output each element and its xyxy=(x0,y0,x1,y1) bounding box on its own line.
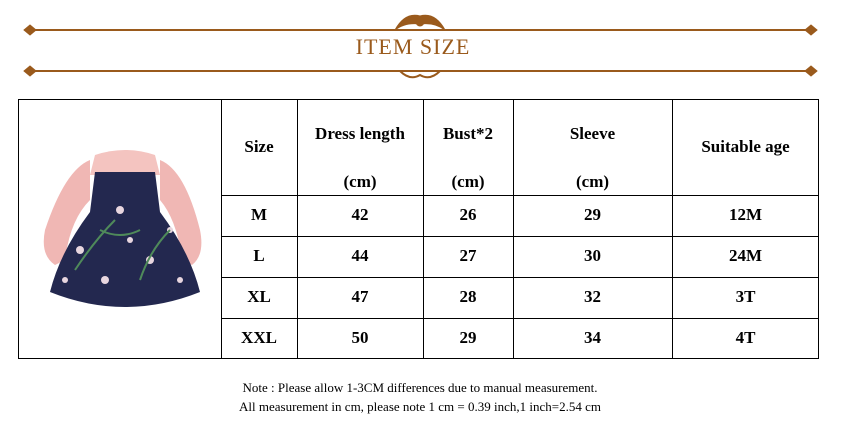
column-unit: (cm) xyxy=(343,172,376,191)
table-cell: 44 xyxy=(352,246,370,265)
table-cell: M xyxy=(251,205,267,224)
column-header: Suitable age xyxy=(701,137,790,156)
table-cell: 24M xyxy=(729,246,762,265)
table-cell: 27 xyxy=(460,246,478,265)
header-ornament xyxy=(23,14,818,79)
column-header: Sleeve xyxy=(570,124,616,143)
note: All measurement in cm, please note 1 cm … xyxy=(239,399,601,414)
column-header: Size xyxy=(244,137,274,156)
title: ITEM SIZE xyxy=(356,34,471,59)
product-image xyxy=(43,150,202,307)
table-grid xyxy=(18,99,819,359)
table-cell: XXL xyxy=(241,328,277,347)
table-cell: 29 xyxy=(584,205,601,224)
table-cell: 47 xyxy=(352,287,370,306)
column-unit: (cm) xyxy=(451,172,484,191)
table-cell: 26 xyxy=(460,205,477,224)
table-cell: 32 xyxy=(584,287,601,306)
table-cell: 50 xyxy=(352,328,369,347)
table-cell: 3T xyxy=(736,287,757,306)
table-cell: 28 xyxy=(460,287,477,306)
table-cell: 12M xyxy=(729,205,762,224)
table-cell: L xyxy=(253,246,264,265)
column-unit: (cm) xyxy=(576,172,609,191)
note: Note : Please allow 1-3CM differences du… xyxy=(243,380,598,395)
column-header: Bust*2 xyxy=(443,124,493,143)
table-cell: 4T xyxy=(736,328,757,347)
table-cell: XL xyxy=(247,287,271,306)
table-cell: 29 xyxy=(460,328,477,347)
table-cell: 42 xyxy=(352,205,369,224)
table-cell: 34 xyxy=(584,328,602,347)
table-cell: 30 xyxy=(584,246,601,265)
column-header: Dress length xyxy=(315,124,405,143)
